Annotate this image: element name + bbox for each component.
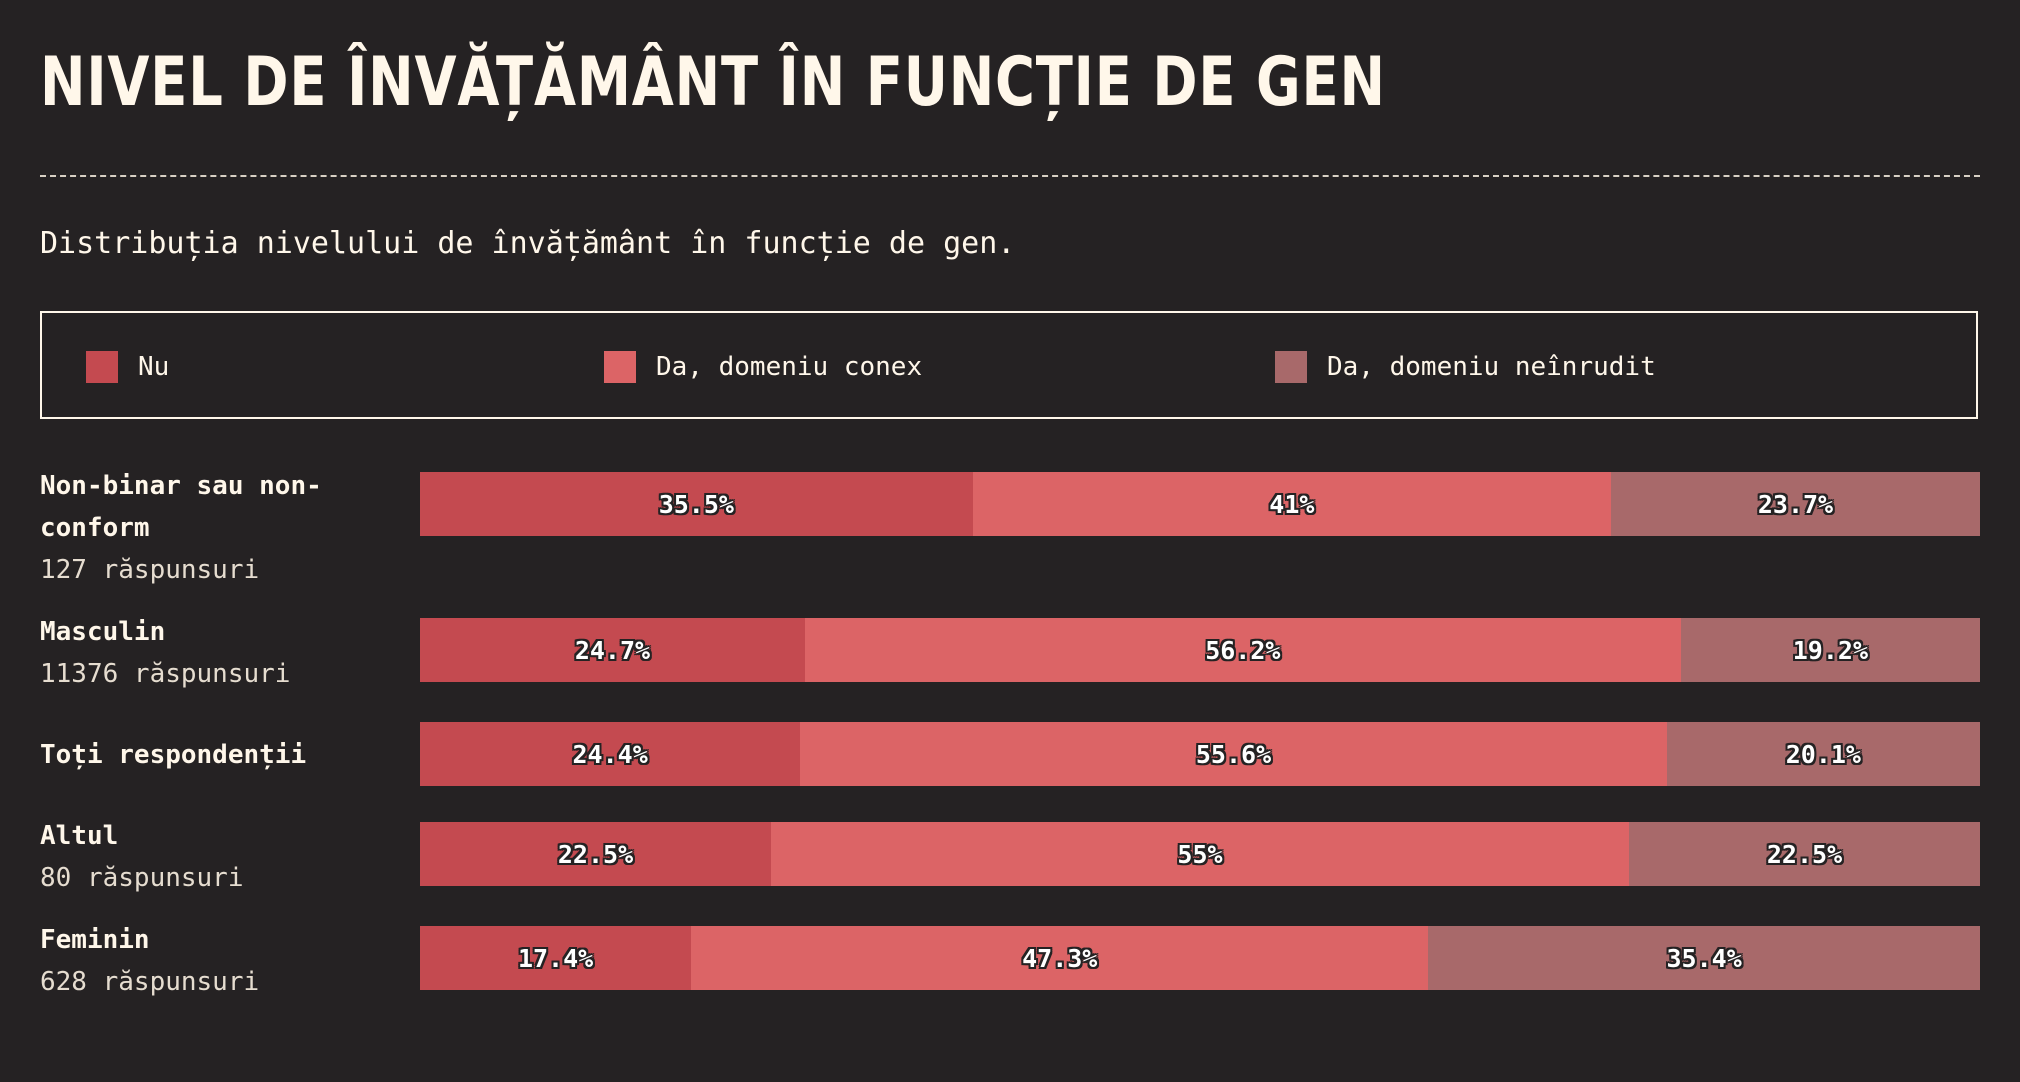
data-label: 22.5% [1766, 839, 1843, 869]
bar-segment-nu: 24.4% [420, 722, 801, 786]
row-name: Non-binar sau non-conform [40, 471, 322, 543]
bar-segment-domeniu-conex: 55.6% [800, 722, 1667, 786]
bar-segment-nu: 22.5% [420, 822, 771, 886]
data-label: 17.4% [517, 943, 594, 973]
row-label-toti-respondentii: Toți respondenții [40, 734, 400, 776]
bar-row-non-binar: 35.5% 41% 23.7% [420, 472, 1980, 536]
legend-item-domeniu-conex: Da, domeniu conex [604, 351, 922, 383]
chart-title: NIVEL DE ÎNVĂȚĂMÂNT ÎN FUNCȚIE DE GEN [40, 43, 1386, 122]
data-label: 24.4% [572, 739, 648, 769]
bar-row-altul: 22.5% 55% 22.5% [420, 822, 1980, 886]
row-count: 11376 răspunsuri [40, 659, 291, 689]
bar-segment-domeniu-conex: 55% [771, 822, 1629, 886]
data-label: 55% [1177, 839, 1223, 869]
bar-segment-nu: 17.4% [420, 926, 692, 990]
row-count: 628 răspunsuri [40, 967, 260, 997]
data-label: 20.1% [1785, 739, 1861, 769]
legend-label-domeniu-neinrudit: Da, domeniu neînrudit [1327, 352, 1656, 382]
data-label: 55.6% [1195, 739, 1272, 769]
row-label-feminin: Feminin 628 răspunsuri [40, 919, 400, 1003]
row-label-altul: Altul 80 răspunsuri [40, 815, 400, 899]
legend-swatch-domeniu-neinrudit [1275, 351, 1307, 383]
data-label: 24.7% [574, 635, 651, 665]
chart-subtitle: Distribuția nivelului de învățământ în f… [40, 226, 1016, 261]
bar-segment-domeniu-neinrudit: 23.7% [1611, 472, 1980, 536]
data-label: 35.5% [658, 489, 734, 519]
data-label: 35.4% [1666, 943, 1742, 973]
legend-item-nu: Nu [86, 351, 169, 383]
data-label: 41% [1269, 489, 1315, 519]
row-name: Toți respondenții [40, 740, 307, 770]
data-label: 22.5% [557, 839, 634, 869]
title-divider [40, 175, 1980, 177]
bar-segment-nu: 24.7% [420, 618, 805, 682]
legend-swatch-domeniu-conex [604, 351, 636, 383]
bar-segment-domeniu-neinrudit: 22.5% [1629, 822, 1980, 886]
bar-segment-domeniu-neinrudit: 19.2% [1680, 618, 1980, 682]
legend-swatch-nu [86, 351, 118, 383]
bar-row-masculin: 24.7% 56.2% 19.2% [420, 618, 1980, 682]
row-name: Masculin [40, 617, 166, 647]
row-count: 127 răspunsuri [40, 555, 260, 585]
bar-segment-nu: 35.5% [420, 472, 973, 536]
row-name: Altul [40, 821, 119, 851]
row-count: 80 răspunsuri [40, 863, 244, 893]
row-label-masculin: Masculin 11376 răspunsuri [40, 611, 400, 695]
data-label: 47.3% [1022, 943, 1098, 973]
bar-segment-domeniu-conex: 56.2% [804, 618, 1681, 682]
legend-label-nu: Nu [138, 352, 170, 382]
bar-segment-domeniu-conex: 47.3% [691, 926, 1429, 990]
row-label-non-binar: Non-binar sau non-conform 127 răspunsuri [40, 465, 400, 591]
data-label: 23.7% [1757, 489, 1834, 519]
row-name: Feminin [40, 925, 150, 955]
bar-row-toti-respondentii: 24.4% 55.6% 20.1% [420, 722, 1980, 786]
legend-item-domeniu-neinrudit: Da, domeniu neînrudit [1275, 351, 1656, 383]
legend: Nu Da, domeniu conex Da, domeniu neînrud… [40, 311, 1978, 419]
data-label: 56.2% [1205, 635, 1281, 665]
bar-segment-domeniu-conex: 41% [972, 472, 1611, 536]
data-label: 19.2% [1792, 635, 1868, 665]
bar-row-feminin: 17.4% 47.3% 35.4% [420, 926, 1980, 990]
bar-segment-domeniu-neinrudit: 20.1% [1666, 722, 1980, 786]
bar-segment-domeniu-neinrudit: 35.4% [1428, 926, 1980, 990]
legend-label-domeniu-conex: Da, domeniu conex [656, 352, 923, 382]
